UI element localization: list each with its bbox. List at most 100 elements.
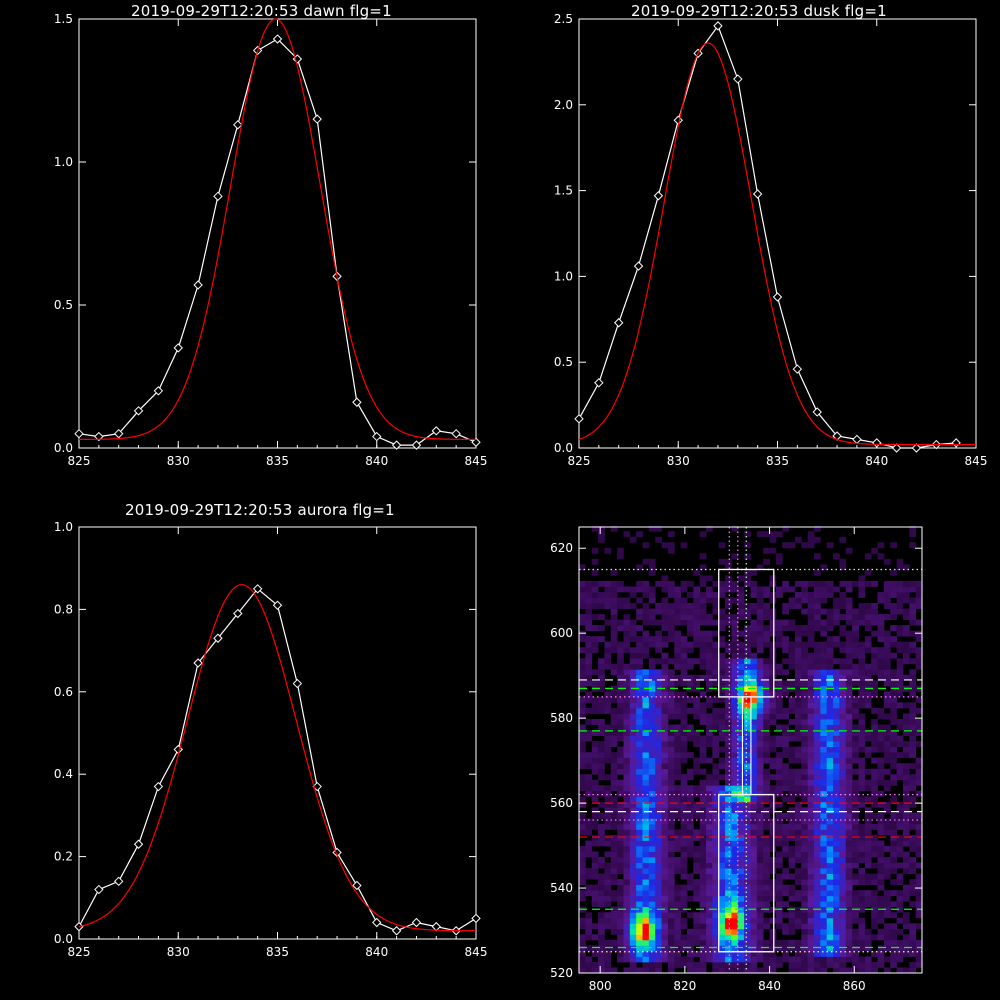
- heatmap-cell: [763, 945, 770, 952]
- heatmap-cell: [591, 945, 599, 952]
- heatmap-cell: [820, 956, 828, 963]
- heatmap-cell: [629, 702, 637, 709]
- heatmap-cell: [826, 812, 834, 819]
- heatmap-cell: [788, 790, 796, 797]
- heatmap-cell: [902, 641, 910, 648]
- heatmap-cell: [579, 879, 586, 886]
- heatmap-cell: [826, 851, 834, 858]
- heatmap-cell: [648, 735, 656, 742]
- heatmap-cell: [839, 580, 847, 587]
- heatmap-cell: [585, 928, 593, 935]
- heatmap-cell: [579, 763, 586, 770]
- heatmap-cell: [877, 950, 885, 957]
- heatmap-cell: [833, 724, 840, 731]
- heatmap-cell: [680, 542, 688, 549]
- data-point: [252, 584, 263, 594]
- heatmap-cell: [794, 680, 802, 687]
- heatmap-cell: [686, 796, 694, 803]
- heatmap-cell: [877, 614, 885, 620]
- heatmap-cell: [636, 674, 643, 681]
- heatmap-cell: [731, 625, 739, 632]
- heatmap-cell: [858, 785, 866, 792]
- heatmap-cell: [877, 901, 885, 908]
- heatmap-cell: [706, 834, 713, 841]
- heatmap-cell: [833, 785, 840, 792]
- heatmap-cell: [591, 796, 599, 803]
- heatmap-cell: [648, 917, 656, 924]
- heatmap-cell: [871, 796, 878, 803]
- heatmap-cell: [585, 923, 593, 930]
- heatmap-cell: [579, 741, 586, 747]
- heatmap-cell: [642, 774, 650, 781]
- heatmap-cell: [909, 641, 917, 648]
- heatmap-cell: [871, 608, 878, 615]
- heatmap-cell: [801, 912, 809, 919]
- heatmap-cell: [718, 862, 726, 869]
- heatmap-cell: [617, 580, 624, 587]
- heatmap-cell: [794, 945, 802, 952]
- heatmap-cell: [794, 658, 802, 665]
- heatmap-cell: [807, 730, 815, 736]
- heatmap-cell: [801, 763, 809, 770]
- heatmap-cell: [845, 630, 853, 637]
- heatmap-cell: [909, 923, 917, 930]
- heatmap-cell: [814, 691, 821, 698]
- heatmap-cell: [794, 779, 802, 786]
- heatmap-cell: [814, 713, 821, 720]
- heatmap-cell: [674, 790, 682, 797]
- heatmap-cell: [693, 829, 701, 836]
- heatmap-cell: [871, 669, 878, 676]
- heatmap-cell: [598, 862, 605, 869]
- heatmap-cell: [775, 591, 783, 598]
- heatmap-cell: [788, 542, 796, 549]
- heatmap-cell: [617, 547, 624, 554]
- heatmap-cell: [807, 718, 815, 725]
- heatmap-cell: [667, 939, 675, 946]
- heatmap-cell: [725, 890, 732, 897]
- heatmap-cell: [617, 641, 624, 648]
- heatmap-cell: [769, 669, 777, 676]
- heatmap-cell: [864, 934, 872, 941]
- heatmap-cell: [756, 647, 764, 654]
- heatmap-cell: [731, 735, 739, 742]
- heatmap-cell: [871, 663, 878, 670]
- heatmap-cell: [877, 663, 885, 670]
- heatmap-cell: [750, 829, 758, 836]
- heatmap-cell: [775, 696, 783, 703]
- heatmap-cell: [579, 591, 586, 598]
- heatmap-cell: [814, 707, 821, 714]
- heatmap-cell: [871, 580, 878, 587]
- heatmap-cell: [807, 680, 815, 687]
- heatmap-cell: [763, 614, 770, 620]
- heatmap-cell: [775, 702, 783, 709]
- heatmap-cell: [661, 934, 669, 941]
- heatmap-cell: [871, 873, 878, 880]
- heatmap-cell: [839, 812, 847, 819]
- heatmap-cell: [636, 934, 643, 941]
- heatmap-cell: [794, 591, 802, 598]
- heatmap-cell: [636, 636, 643, 643]
- heatmap-cell: [845, 895, 853, 902]
- heatmap-cell: [839, 829, 847, 836]
- data-point: [193, 658, 203, 668]
- y-tick-label: 0.0: [54, 932, 73, 946]
- heatmap-cell: [833, 934, 840, 941]
- heatmap-cell: [598, 879, 605, 886]
- heatmap-cell: [585, 851, 593, 858]
- heatmap-cell: [629, 741, 637, 747]
- heatmap-cell: [579, 857, 586, 863]
- heatmap-cell: [579, 757, 586, 764]
- heatmap-cell: [890, 608, 897, 615]
- heatmap-cell: [826, 768, 834, 775]
- heatmap-cell: [750, 746, 758, 753]
- heatmap-cell: [756, 531, 764, 538]
- heatmap-cell: [636, 580, 643, 587]
- heatmap-cell: [833, 862, 840, 869]
- heatmap-cell: [725, 763, 732, 770]
- heatmap-cell: [839, 807, 847, 814]
- heatmap-cell: [642, 702, 650, 709]
- heatmap-cell: [680, 796, 688, 803]
- heatmap-cell: [782, 586, 790, 593]
- heatmap-cell: [718, 658, 726, 665]
